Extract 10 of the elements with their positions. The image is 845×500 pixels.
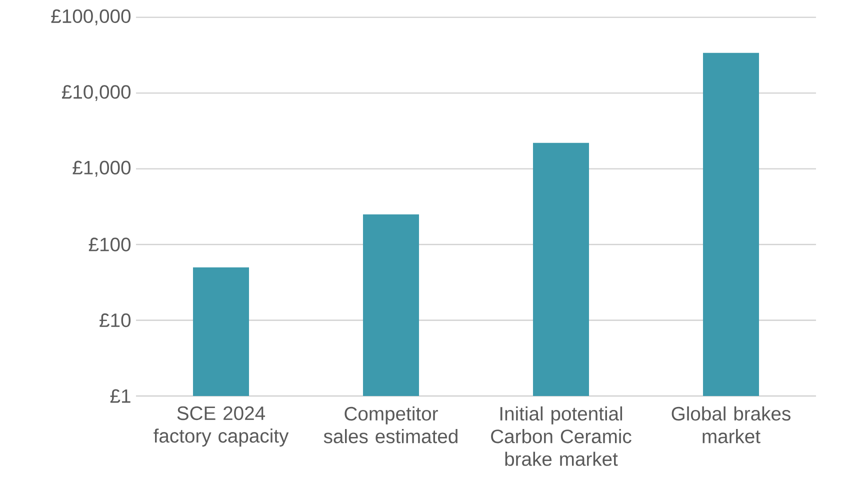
x-tick-label: Global brakes market xyxy=(672,406,790,444)
y-tick-label: £10 xyxy=(100,313,131,328)
y-tick-label: £10,000 xyxy=(62,85,131,102)
x-tick-label: Competitor sales estimated xyxy=(324,406,458,444)
y-tick-label: £100 xyxy=(88,238,131,252)
y-tick-label: £1,000 xyxy=(72,160,131,177)
y-tick-label: £1 xyxy=(110,389,130,403)
x-tick-label: Initial potential Carbon Ceramic brake market xyxy=(491,406,632,466)
x-tick-label: SCE 2024 factory capacity xyxy=(154,406,289,447)
y-tick-label: £100,000 xyxy=(51,9,131,26)
